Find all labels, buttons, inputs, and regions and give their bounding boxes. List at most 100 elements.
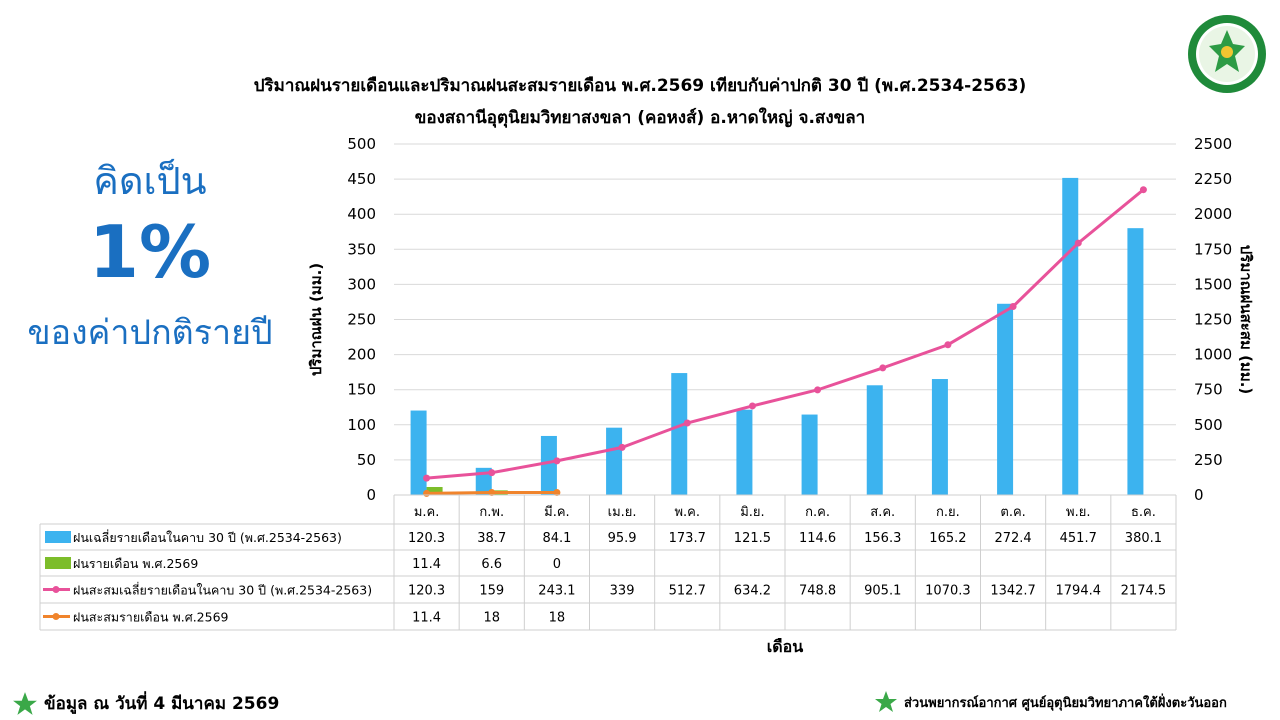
bar-normal-5 bbox=[671, 373, 688, 495]
data-label: 95.9 bbox=[608, 531, 637, 546]
bar-normal-11 bbox=[1062, 177, 1079, 495]
footer-date-text: ข้อมูล ณ วันที่ 4 มีนาคม 2569 bbox=[44, 694, 280, 714]
side-text-percent: 1% bbox=[88, 210, 212, 294]
chart-title-line2: ของสถานีอุตุนิยมวิทยาสงขลา (คอหงส์) อ.หา… bbox=[414, 108, 866, 128]
y2-tick-label: 750 bbox=[1194, 381, 1223, 399]
data-label: 2174.5 bbox=[1121, 584, 1167, 599]
data-label: 18 bbox=[483, 611, 500, 626]
normal-cumulative-line bbox=[426, 188, 1145, 480]
data-label: 11.4 bbox=[412, 557, 441, 572]
cumulative-2569-point-1 bbox=[423, 489, 431, 497]
data-label: 512.7 bbox=[669, 584, 706, 599]
y-tick-label: 300 bbox=[347, 275, 376, 293]
data-label: 748.8 bbox=[799, 584, 836, 599]
y2-tick-label: 1750 bbox=[1194, 240, 1232, 258]
bar-normal-4 bbox=[606, 427, 623, 495]
normal-cumulative-point-6 bbox=[748, 402, 756, 410]
y-tick-label: 500 bbox=[347, 135, 376, 153]
x-tick-label: มี.ค. bbox=[544, 504, 570, 520]
y2-axis-label: ปริมาณฝนสะสม (มม.) bbox=[1237, 245, 1255, 395]
footer-source: ส่วนพยากรณ์อากาศ ศูนย์อุตุนิยมวิทยาภาคใต… bbox=[874, 690, 1227, 714]
y-tick-label: 100 bbox=[347, 416, 376, 434]
y-axis-label: ปริมาณฝน (มม.) bbox=[307, 263, 325, 376]
normal-cumulative-point-3 bbox=[553, 457, 561, 465]
bar-2569-1 bbox=[426, 486, 443, 495]
legend-label-2: ฝนรายเดือน พ.ศ.2569 bbox=[73, 556, 198, 571]
bar-normal-6 bbox=[736, 409, 753, 495]
normal-cumulative-point-8 bbox=[879, 364, 887, 372]
data-label: 159 bbox=[479, 584, 504, 599]
x-tick-label: ส.ค. bbox=[870, 505, 895, 520]
legend-marker-3 bbox=[52, 586, 60, 593]
y2-tick-label: 1000 bbox=[1194, 346, 1232, 364]
y2-tick-label: 1500 bbox=[1194, 275, 1232, 293]
data-label: 38.7 bbox=[477, 531, 506, 546]
legend-swatch-2 bbox=[45, 557, 71, 569]
x-tick-label: ก.พ. bbox=[479, 505, 504, 520]
y2-tick-label: 250 bbox=[1194, 451, 1223, 469]
data-label: 339 bbox=[610, 584, 635, 599]
data-label: 120.3 bbox=[408, 584, 445, 599]
data-label: 1342.7 bbox=[990, 584, 1036, 599]
legend-label-1: ฝนเฉลี่ยรายเดือนในคาบ 30 ปี (พ.ศ.2534-25… bbox=[73, 529, 342, 545]
x-tick-label: พ.ค. bbox=[674, 505, 700, 520]
y2-tick-label: 2250 bbox=[1194, 170, 1232, 188]
footer-date: ข้อมูล ณ วันที่ 4 มีนาคม 2569 bbox=[12, 690, 279, 717]
legend-label-4: ฝนสะสมรายเดือน พ.ศ.2569 bbox=[73, 610, 229, 625]
normal-cumulative-point-12 bbox=[1139, 186, 1147, 194]
y-tick-label: 50 bbox=[357, 451, 376, 469]
legend-swatch-1 bbox=[45, 531, 71, 543]
data-label: 6.6 bbox=[481, 557, 502, 572]
normal-cumulative-point-2 bbox=[488, 469, 496, 477]
chart-title-line1: ปริมาณฝนรายเดือนและปริมาณฝนสะสมรายเดือน … bbox=[253, 76, 1027, 96]
y2-tick-label: 2500 bbox=[1194, 135, 1232, 153]
y-tick-label: 450 bbox=[347, 170, 376, 188]
x-axis-label: เดือน bbox=[767, 637, 803, 656]
footer-source-text: ส่วนพยากรณ์อากาศ ศูนย์อุตุนิยมวิทยาภาคใต… bbox=[904, 695, 1227, 711]
data-label: 18 bbox=[549, 611, 566, 626]
green-star-icon bbox=[875, 691, 897, 712]
data-label: 173.7 bbox=[669, 531, 706, 546]
data-label: 120.3 bbox=[408, 531, 445, 546]
legend-label-3: ฝนสะสมเฉลี่ยรายเดือนในคาบ 30 ปี (พ.ศ.253… bbox=[73, 582, 372, 598]
y2-tick-label: 0 bbox=[1194, 486, 1204, 504]
x-tick-label: ก.ค. bbox=[805, 505, 830, 520]
data-label: 121.5 bbox=[734, 531, 771, 546]
data-label: 165.2 bbox=[929, 531, 966, 546]
data-label: 1070.3 bbox=[925, 584, 971, 599]
meteorological-department-seal-icon bbox=[1188, 15, 1266, 93]
bar-normal-3 bbox=[540, 435, 557, 495]
y-tick-label: 250 bbox=[347, 311, 376, 329]
bar-normal-9 bbox=[931, 379, 948, 495]
data-label: 380.1 bbox=[1125, 531, 1162, 546]
data-label: 156.3 bbox=[864, 531, 901, 546]
y-tick-label: 0 bbox=[366, 486, 376, 504]
data-label: 905.1 bbox=[864, 584, 901, 599]
x-tick-label: ธ.ค. bbox=[1131, 505, 1156, 520]
bar-normal-10 bbox=[997, 303, 1014, 495]
x-tick-label: ต.ค. bbox=[1000, 505, 1025, 520]
normal-cumulative-point-10 bbox=[1009, 302, 1017, 310]
x-tick-label: ก.ย. bbox=[936, 505, 960, 520]
normal-cumulative-point-4 bbox=[618, 443, 626, 451]
bar-normal-8 bbox=[866, 385, 883, 495]
data-label: 634.2 bbox=[734, 584, 771, 599]
data-label: 243.1 bbox=[538, 584, 575, 599]
normal-cumulative-point-9 bbox=[944, 341, 952, 349]
x-tick-label: ม.ค. bbox=[414, 505, 440, 520]
data-label: 84.1 bbox=[542, 531, 571, 546]
data-label: 11.4 bbox=[412, 611, 441, 626]
normal-cumulative-point-11 bbox=[1074, 239, 1082, 247]
data-label: 114.6 bbox=[799, 531, 836, 546]
normal-cumulative-point-1 bbox=[423, 474, 431, 482]
data-label: 451.7 bbox=[1060, 531, 1097, 546]
green-star-icon bbox=[13, 691, 37, 715]
x-tick-label: พ.ย. bbox=[1066, 505, 1090, 520]
data-label: 272.4 bbox=[994, 531, 1031, 546]
side-text-line3: ของค่าปกติรายปี bbox=[27, 313, 273, 353]
y-tick-label: 400 bbox=[347, 205, 376, 223]
y-tick-label: 200 bbox=[347, 346, 376, 364]
side-text-line1: คิดเป็น bbox=[93, 159, 207, 203]
y2-tick-label: 500 bbox=[1194, 416, 1223, 434]
